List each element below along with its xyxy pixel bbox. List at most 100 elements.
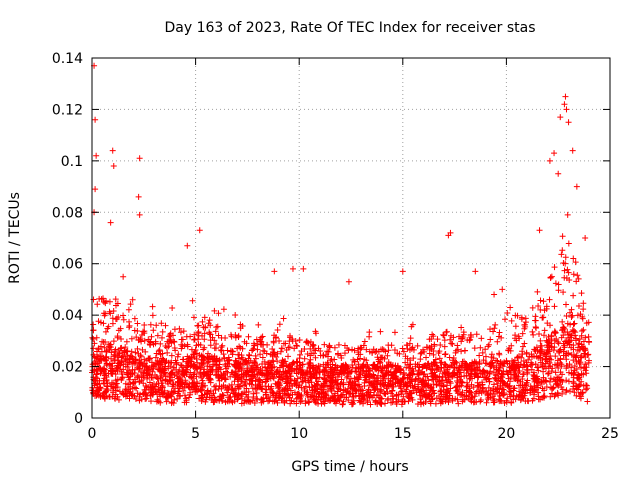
data-point (418, 349, 425, 356)
data-point (265, 370, 272, 377)
data-point (111, 348, 118, 355)
data-point (119, 371, 126, 378)
data-point (572, 337, 579, 344)
data-point (537, 380, 544, 387)
data-point (171, 339, 178, 346)
data-point (300, 265, 307, 272)
data-point (159, 328, 166, 335)
data-point (408, 370, 415, 377)
data-point (123, 356, 130, 363)
data-point (109, 320, 116, 327)
data-point (461, 396, 468, 403)
data-point (304, 339, 311, 346)
data-point (332, 378, 339, 385)
data-point (508, 317, 515, 324)
data-point (323, 378, 330, 385)
data-point (101, 394, 108, 401)
data-point (525, 356, 532, 363)
data-point (315, 391, 322, 398)
data-point (564, 211, 571, 218)
data-point (92, 374, 99, 381)
data-point (581, 364, 588, 371)
data-point (225, 385, 232, 392)
data-point (502, 316, 509, 323)
data-point (490, 385, 497, 392)
data-point (180, 368, 187, 375)
data-point (578, 332, 585, 339)
data-point (270, 338, 277, 345)
data-point (531, 372, 538, 379)
data-point (256, 376, 263, 383)
data-point (285, 344, 292, 351)
data-point (106, 298, 113, 305)
data-point (289, 265, 296, 272)
data-point (351, 382, 358, 389)
data-point (100, 380, 107, 387)
data-point (102, 328, 109, 335)
data-point (543, 349, 550, 356)
data-point (90, 335, 97, 342)
data-point (493, 357, 500, 364)
data-point (576, 336, 583, 343)
data-point (204, 359, 211, 366)
data-point (551, 393, 558, 400)
data-point (175, 388, 182, 395)
data-point (153, 322, 160, 329)
data-point (540, 368, 547, 375)
data-point (276, 338, 283, 345)
data-point (583, 370, 590, 377)
data-point (146, 356, 153, 363)
data-point (163, 398, 170, 405)
data-points (89, 62, 593, 408)
data-point (120, 312, 127, 319)
data-point (355, 381, 362, 388)
data-point (159, 384, 166, 391)
data-point (534, 382, 541, 389)
data-point (311, 368, 318, 375)
data-point (396, 350, 403, 357)
data-point (134, 345, 141, 352)
data-point (547, 375, 554, 382)
data-point (193, 350, 200, 357)
data-point (190, 371, 197, 378)
data-point (407, 390, 414, 397)
data-point (480, 357, 487, 364)
data-point (437, 341, 444, 348)
data-point (487, 326, 494, 333)
data-point (522, 382, 529, 389)
data-point (548, 390, 555, 397)
data-point (470, 384, 477, 391)
data-point (340, 379, 347, 386)
data-point (136, 211, 143, 218)
data-point (165, 380, 172, 387)
data-point (568, 306, 575, 313)
data-point (474, 374, 481, 381)
data-point (132, 359, 139, 366)
data-point (224, 347, 231, 354)
data-point (499, 286, 506, 293)
data-point (537, 349, 544, 356)
data-point (482, 353, 489, 360)
data-point (119, 389, 126, 396)
data-point (286, 363, 293, 370)
data-point (559, 371, 566, 378)
data-point (262, 383, 269, 390)
data-point (512, 367, 519, 374)
data-point (112, 316, 119, 323)
data-point (417, 356, 424, 363)
data-point (155, 348, 162, 355)
data-point (428, 384, 435, 391)
data-point (570, 271, 577, 278)
data-point (232, 363, 239, 370)
data-point (349, 361, 356, 368)
data-point (544, 320, 551, 327)
data-point (495, 333, 502, 340)
data-point (555, 287, 562, 294)
data-point (345, 391, 352, 398)
data-point (90, 327, 97, 334)
data-point (409, 396, 416, 403)
data-point (437, 368, 444, 375)
data-point (499, 378, 506, 385)
data-point (228, 333, 235, 340)
data-point (154, 332, 161, 339)
